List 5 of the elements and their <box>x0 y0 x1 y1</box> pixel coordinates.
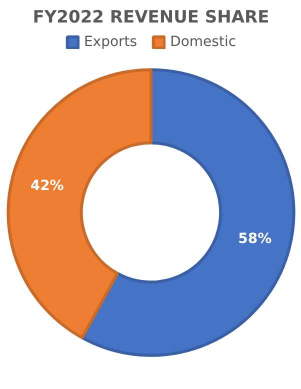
legend-label: Exports <box>84 34 138 50</box>
data-label: 58% <box>238 230 272 247</box>
legend-label: Domestic <box>170 34 236 50</box>
chart-title: FY2022 REVENUE SHARE <box>32 8 270 28</box>
data-label: 42% <box>30 178 64 194</box>
